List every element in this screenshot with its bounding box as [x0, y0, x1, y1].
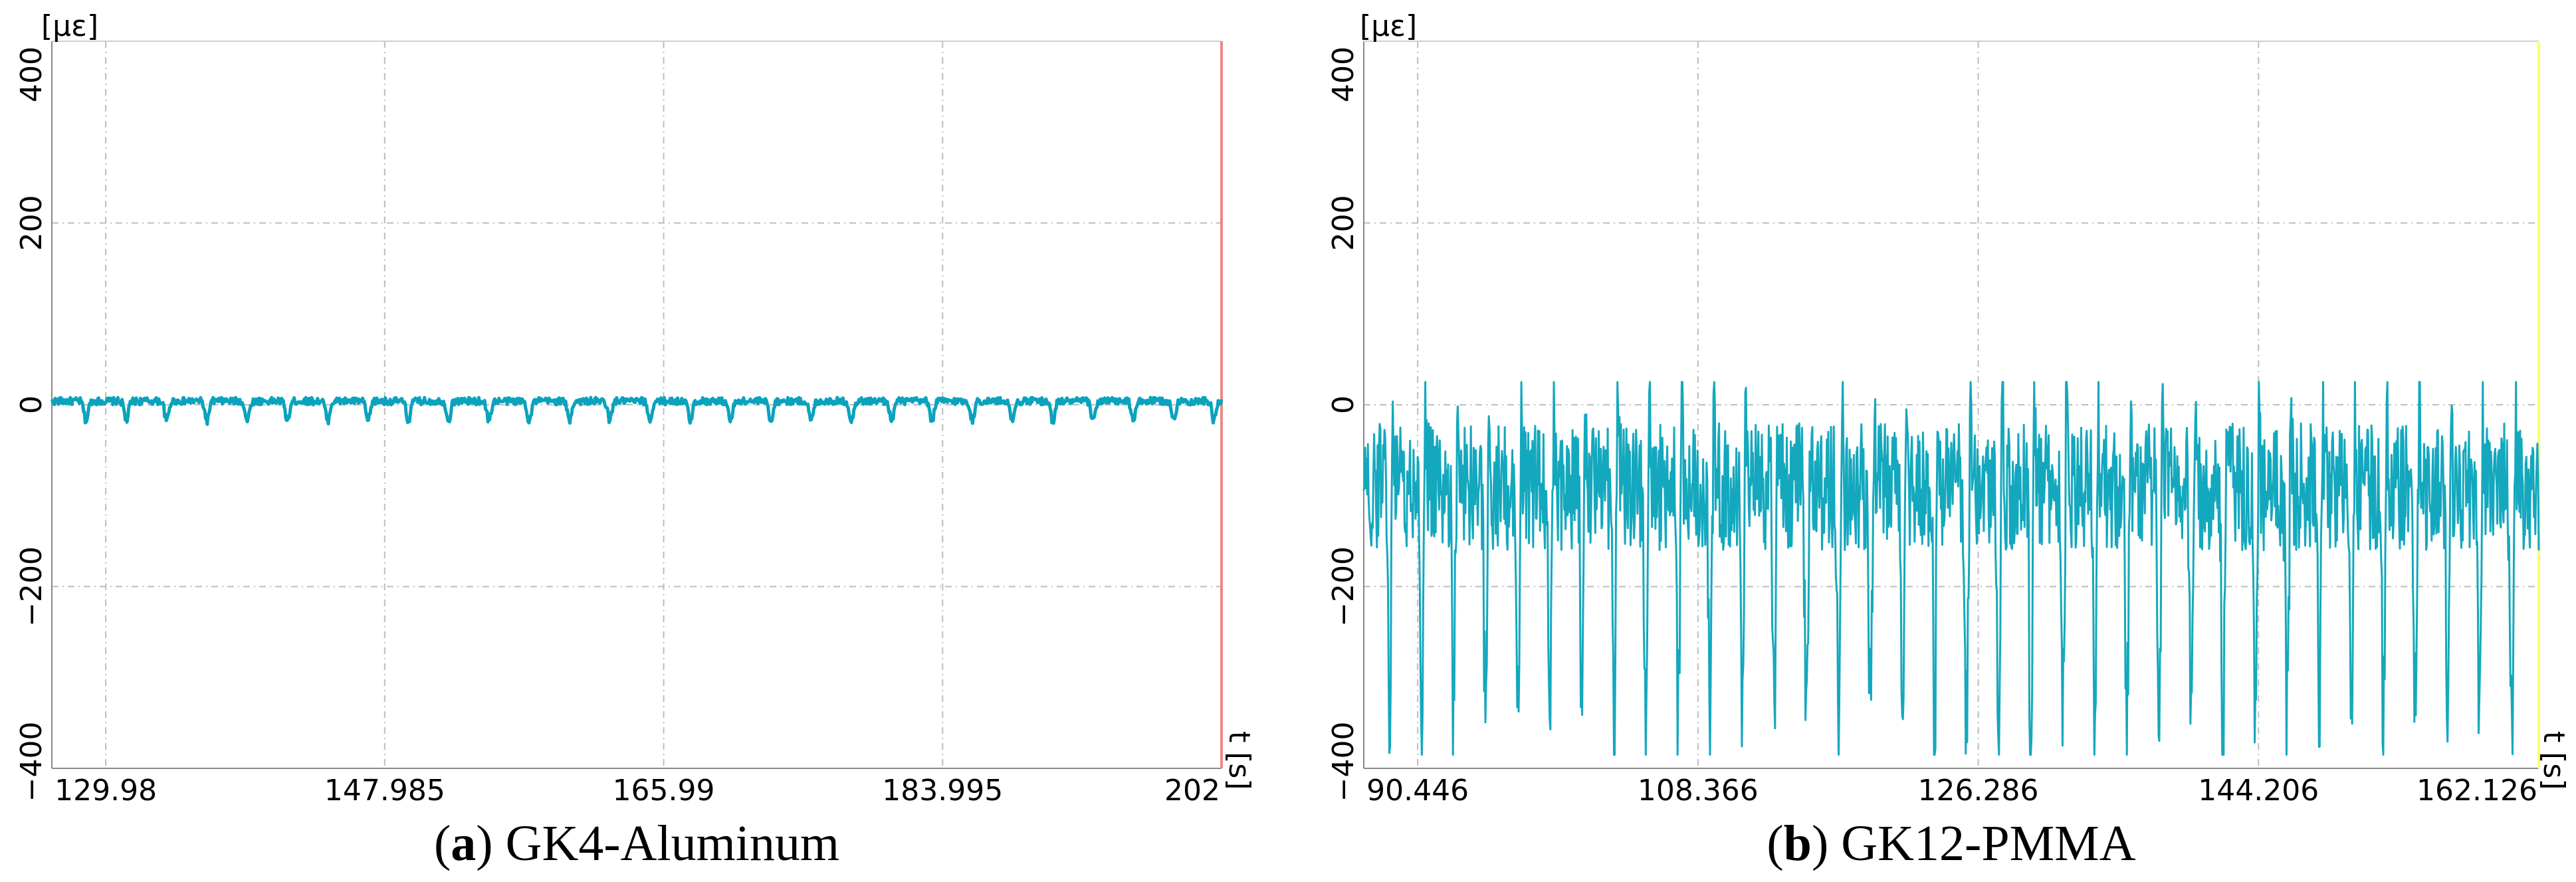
x-tick-label-b: 126.286 — [1918, 774, 2039, 808]
strain-trace-a — [50, 395, 1224, 426]
x-tick-label-a: 202 — [1164, 774, 1220, 808]
x-tick-labels-a: 129.98 147.985 165.99 183.995 202 — [54, 774, 1220, 808]
caption-b: (b) GK12-PMMA — [1767, 816, 2135, 871]
panel-label-b: b — [1784, 816, 1812, 871]
caption-a: (a) GK4-Aluminum — [434, 816, 839, 871]
y-tick-label-a: −400 — [15, 722, 49, 802]
y-tick-label-a: 200 — [15, 195, 49, 251]
panel-label-a: a — [451, 816, 476, 871]
y-tick-label-a: −200 — [15, 546, 49, 627]
x-tick-labels-b: 90.446 108.366 126.286 144.206 162.126 — [1366, 774, 2537, 808]
y-tick-label-b: −400 — [1327, 722, 1360, 802]
x-tick-label-a: 183.995 — [882, 774, 1003, 808]
y-tick-label-b: 200 — [1327, 195, 1360, 251]
y-tick-label-b: 400 — [1327, 47, 1360, 102]
y-tick-labels-a: −400 −200 0 200 400 — [15, 47, 49, 802]
panel-a: [με] −400 −200 0 200 400 129.98 147.985 165.99… — [15, 9, 1256, 871]
x-unit-label-b: t [s] — [2537, 731, 2571, 790]
x-tick-label-b: 108.366 — [1638, 774, 1759, 808]
y-tick-labels-b: −400 −200 0 200 400 — [1327, 47, 1360, 802]
strain-trace-b — [1362, 381, 2540, 756]
x-tick-label-b: 144.206 — [2198, 774, 2319, 808]
grid-b — [1364, 41, 2539, 768]
x-tick-label-b: 90.446 — [1366, 774, 1469, 808]
x-tick-label-a: 129.98 — [54, 774, 157, 808]
x-tick-label-a: 147.985 — [324, 774, 445, 808]
y-tick-label-a: 0 — [15, 395, 49, 414]
y-tick-label-a: 400 — [15, 47, 49, 102]
y-tick-label-b: 0 — [1327, 395, 1360, 414]
x-tick-label-a: 165.99 — [613, 774, 715, 808]
panel-b: [με] −400 −200 0 200 400 90.446 108.366 126.28… — [1327, 9, 2571, 871]
caption-text-a: GK4-Aluminum — [506, 816, 839, 871]
y-unit-label-b: [με] — [1360, 9, 1417, 43]
y-tick-label-b: −200 — [1327, 546, 1360, 627]
caption-text-b: GK12-PMMA — [1841, 816, 2135, 871]
y-unit-label-a: [με] — [41, 9, 98, 43]
x-unit-label-a: t [s] — [1222, 731, 1256, 790]
x-tick-label-b: 162.126 — [2416, 774, 2537, 808]
